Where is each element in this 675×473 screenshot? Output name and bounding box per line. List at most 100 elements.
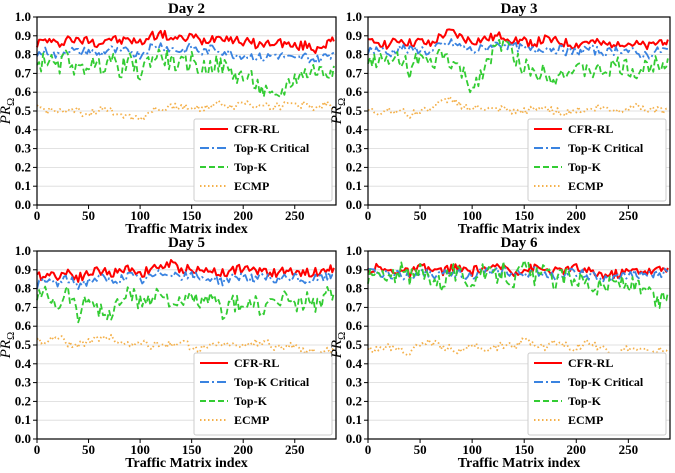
y-tick-label: 0.0 xyxy=(346,197,362,212)
y-tick-label: 0.9 xyxy=(15,28,32,43)
y-tick-label: 0.8 xyxy=(15,47,32,62)
y-tick-label: 0.3 xyxy=(346,141,363,156)
x-tick-label: 200 xyxy=(567,442,587,457)
y-tick-label: 0.7 xyxy=(346,299,363,314)
x-tick-label: 250 xyxy=(619,208,639,223)
y-tick-label: 0.1 xyxy=(15,412,31,427)
series-line-top-k xyxy=(36,285,335,324)
legend-label: ECMP xyxy=(568,413,603,427)
x-tick-label: 250 xyxy=(285,442,305,457)
chart-title: Day 2 xyxy=(168,1,205,17)
x-tick-label: 250 xyxy=(285,208,305,223)
legend-label: ECMP xyxy=(568,179,603,193)
series-line-top-k-critical xyxy=(36,42,335,65)
x-tick-label: 100 xyxy=(130,442,150,457)
y-tick-label: 0.5 xyxy=(15,337,32,352)
legend-label: ECMP xyxy=(234,179,269,193)
y-tick-label: 1.0 xyxy=(346,9,362,24)
y-tick-label: 0.6 xyxy=(346,318,363,333)
x-tick-label: 50 xyxy=(414,442,427,457)
legend-box xyxy=(193,118,333,202)
series-line-ecmp xyxy=(36,99,335,122)
y-tick-label: 0.1 xyxy=(346,412,362,427)
y-tick-label: 0.3 xyxy=(15,141,32,156)
y-tick-label: 1.0 xyxy=(15,243,31,258)
legend-box xyxy=(193,352,333,436)
y-tick-label: 0.0 xyxy=(15,431,31,446)
series-line-top-k xyxy=(367,38,669,94)
y-axis-label-main: PR xyxy=(329,340,345,359)
y-tick-label: 1.0 xyxy=(346,243,362,258)
legend-label: CFR-RL xyxy=(234,122,279,136)
y-axis-label: PRΩ xyxy=(0,98,17,126)
x-tick-label: 50 xyxy=(82,208,95,223)
y-tick-label: 0.7 xyxy=(346,65,363,80)
legend-label: Top-K Critical xyxy=(568,141,644,155)
chart-title: Day 3 xyxy=(500,1,537,17)
chart-panel-3: 0.0 0.1 0.2 0.3 0.4 0.5 0.6 0.7 0.8 0.9 1.0 0 50 100 1… xyxy=(0,235,337,471)
x-tick-label: 0 xyxy=(365,208,372,223)
y-tick-label: 0.6 xyxy=(15,318,32,333)
series-line-cfr-rl xyxy=(36,259,335,283)
x-tick-label: 100 xyxy=(462,442,482,457)
chart-panel-4: 0.0 0.1 0.2 0.3 0.4 0.5 0.6 0.7 0.8 0.9 1.0 0 50 100 1… xyxy=(329,235,671,471)
x-axis-label: Traffic Matrix index xyxy=(458,222,581,237)
y-tick-label: 0.9 xyxy=(346,262,363,277)
x-tick-label: 150 xyxy=(182,442,202,457)
chart-panel-2: 0.0 0.1 0.2 0.3 0.4 0.5 0.6 0.7 0.8 0.9 1.0 0 50 100 1… xyxy=(329,1,671,237)
y-tick-label: 0.3 xyxy=(15,375,32,390)
x-tick-label: 0 xyxy=(34,442,41,457)
y-axis-label-subscript: Ω xyxy=(336,332,348,340)
x-tick-label: 50 xyxy=(82,442,95,457)
legend-label: Top-K xyxy=(568,394,602,408)
x-tick-label: 100 xyxy=(130,208,150,223)
x-tick-label: 150 xyxy=(514,442,534,457)
x-tick-label: 0 xyxy=(365,442,372,457)
y-tick-label: 0.3 xyxy=(346,375,363,390)
legend-label: CFR-RL xyxy=(568,356,613,370)
y-axis-label-subscript: Ω xyxy=(336,98,348,106)
y-tick-label: 0.8 xyxy=(346,47,363,62)
y-tick-label: 0.8 xyxy=(346,281,363,296)
series-line-ecmp xyxy=(36,333,335,357)
x-tick-label: 200 xyxy=(567,208,587,223)
x-tick-label: 200 xyxy=(233,442,253,457)
legend-label: ECMP xyxy=(234,413,269,427)
y-tick-label: 0.2 xyxy=(346,159,362,174)
y-axis-label: PRΩ xyxy=(329,98,348,126)
y-axis-label-subscript: Ω xyxy=(5,332,17,340)
y-tick-label: 0.5 xyxy=(15,103,32,118)
legend-label: Top-K xyxy=(234,394,268,408)
y-tick-label: 0.9 xyxy=(346,28,363,43)
series-line-cfr-rl xyxy=(367,28,669,51)
chart-panel-1: 0.0 0.1 0.2 0.3 0.4 0.5 0.6 0.7 0.8 0.9 1.0 0 50 100 1… xyxy=(0,1,337,237)
y-tick-label: 0.7 xyxy=(15,299,32,314)
chart-title: Day 5 xyxy=(168,235,205,251)
y-tick-label: 0.8 xyxy=(15,281,32,296)
series-line-cfr-rl xyxy=(367,262,669,280)
x-tick-label: 250 xyxy=(619,442,639,457)
y-tick-label: 0.2 xyxy=(15,159,31,174)
x-tick-label: 200 xyxy=(233,208,253,223)
series-line-top-k xyxy=(36,48,335,98)
legend-label: Top-K xyxy=(234,160,268,174)
y-tick-label: 0.1 xyxy=(346,178,362,193)
y-tick-label: 0.4 xyxy=(346,122,363,137)
x-tick-label: 0 xyxy=(34,208,41,223)
legend-box xyxy=(527,118,667,202)
y-axis-label-main: PR xyxy=(329,106,345,125)
y-tick-label: 0.5 xyxy=(346,337,363,352)
series-line-top-k xyxy=(367,259,669,309)
y-tick-label: 0.6 xyxy=(15,84,32,99)
series-line-ecmp xyxy=(367,95,669,119)
y-tick-label: 0.2 xyxy=(346,393,362,408)
legend-label: CFR-RL xyxy=(234,356,279,370)
y-tick-label: 0.7 xyxy=(15,65,32,80)
legend-box xyxy=(527,352,667,436)
y-axis-label-main: PR xyxy=(0,340,14,359)
y-tick-label: 1.0 xyxy=(15,9,31,24)
y-tick-label: 0.4 xyxy=(346,356,363,371)
series-line-top-k-critical xyxy=(367,38,669,60)
x-tick-label: 150 xyxy=(182,208,202,223)
